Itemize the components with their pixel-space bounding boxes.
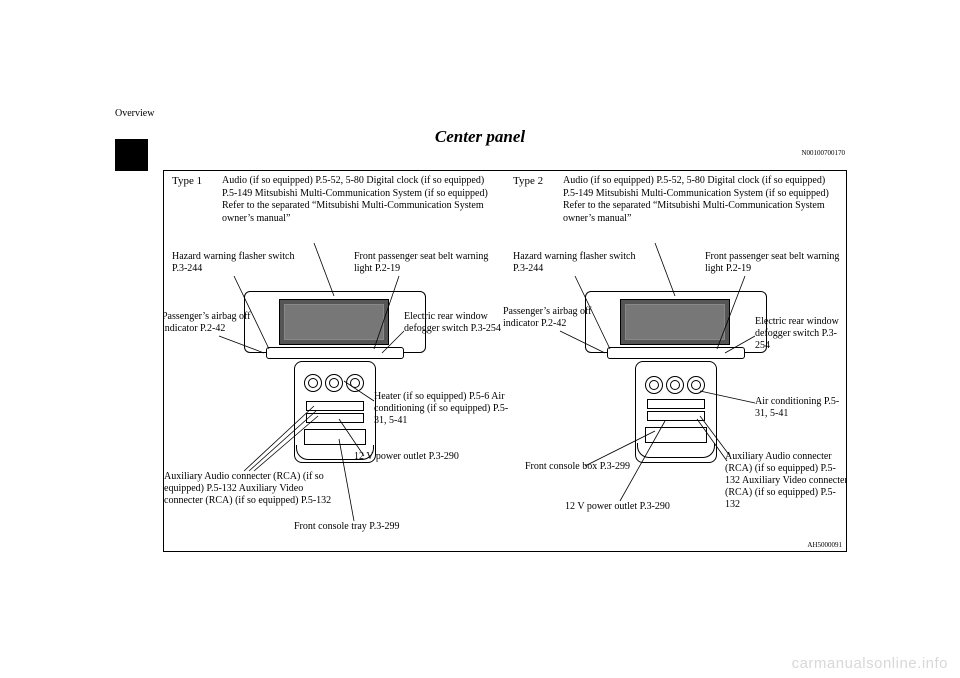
watermark: carmanualsonline.info	[792, 655, 948, 672]
console-tray	[304, 429, 366, 445]
type2-box: Front console box P.3-299	[525, 461, 635, 473]
type2-airbag: Passenger’s airbag off indicator P.2-42	[503, 306, 598, 330]
display-screen	[279, 299, 389, 345]
type2-diagram	[565, 281, 785, 471]
side-tab	[115, 139, 148, 171]
document-id: N00100700170	[115, 149, 845, 157]
button-strip	[266, 347, 404, 359]
aux-slot	[306, 401, 364, 411]
type1-audio-text: Audio (if so equipped) P.5-52, 5-80 Digi…	[222, 175, 492, 225]
type2-front-pass: Front passenger seat belt warning light …	[705, 251, 845, 275]
page-title: Center panel	[115, 127, 845, 147]
type2-12v: 12 V power outlet P.3-290	[565, 501, 675, 513]
display-screen	[620, 299, 730, 345]
type2-hazard: Hazard warning flasher switch P.3-244	[513, 251, 643, 275]
console-bottom	[637, 443, 715, 458]
type1-tray: Front console tray P.3-299	[294, 521, 454, 533]
aux-slot	[647, 411, 705, 421]
type1-12v: 12 V power outlet P.3-290	[354, 451, 494, 463]
type1-panel: Type 1 Audio (if so equipped) P.5-52, 5-…	[164, 171, 505, 551]
climate-dials	[304, 371, 364, 395]
type2-label: Type 2	[513, 175, 543, 187]
console-box	[645, 427, 707, 443]
type2-ac: Air conditioning P.5-31, 5-41	[755, 396, 845, 420]
type2-audio-text: Audio (if so equipped) P.5-52, 5-80 Digi…	[563, 175, 833, 225]
type1-defog: Electric rear window defogger switch P.3…	[404, 311, 504, 335]
power-slot	[306, 413, 364, 423]
type2-aux: Auxiliary Audio connecter (RCA) (if so e…	[725, 451, 847, 511]
frame-id: AH5000091	[807, 541, 842, 549]
type2-defog: Electric rear window defogger switch P.3…	[755, 316, 847, 352]
type2-panel: Type 2 Audio (if so equipped) P.5-52, 5-…	[505, 171, 846, 551]
type1-front-pass: Front passenger seat belt warning light …	[354, 251, 494, 275]
type1-heater: Heater (if so equipped) P.5-6 Air condit…	[374, 391, 514, 427]
type1-airbag: Passenger’s airbag off indicator P.2-42	[163, 311, 257, 335]
diagram-frame: Type 1 Audio (if so equipped) P.5-52, 5-…	[163, 170, 847, 552]
type1-aux: Auxiliary Audio connecter (RCA) (if so e…	[164, 471, 339, 507]
type1-label: Type 1	[172, 175, 202, 187]
ac-slot	[647, 399, 705, 409]
section-label: Overview	[115, 108, 845, 119]
type1-hazard: Hazard warning flasher switch P.3-244	[172, 251, 302, 275]
type1-diagram	[224, 281, 444, 471]
button-strip	[607, 347, 745, 359]
climate-dials	[645, 373, 705, 397]
